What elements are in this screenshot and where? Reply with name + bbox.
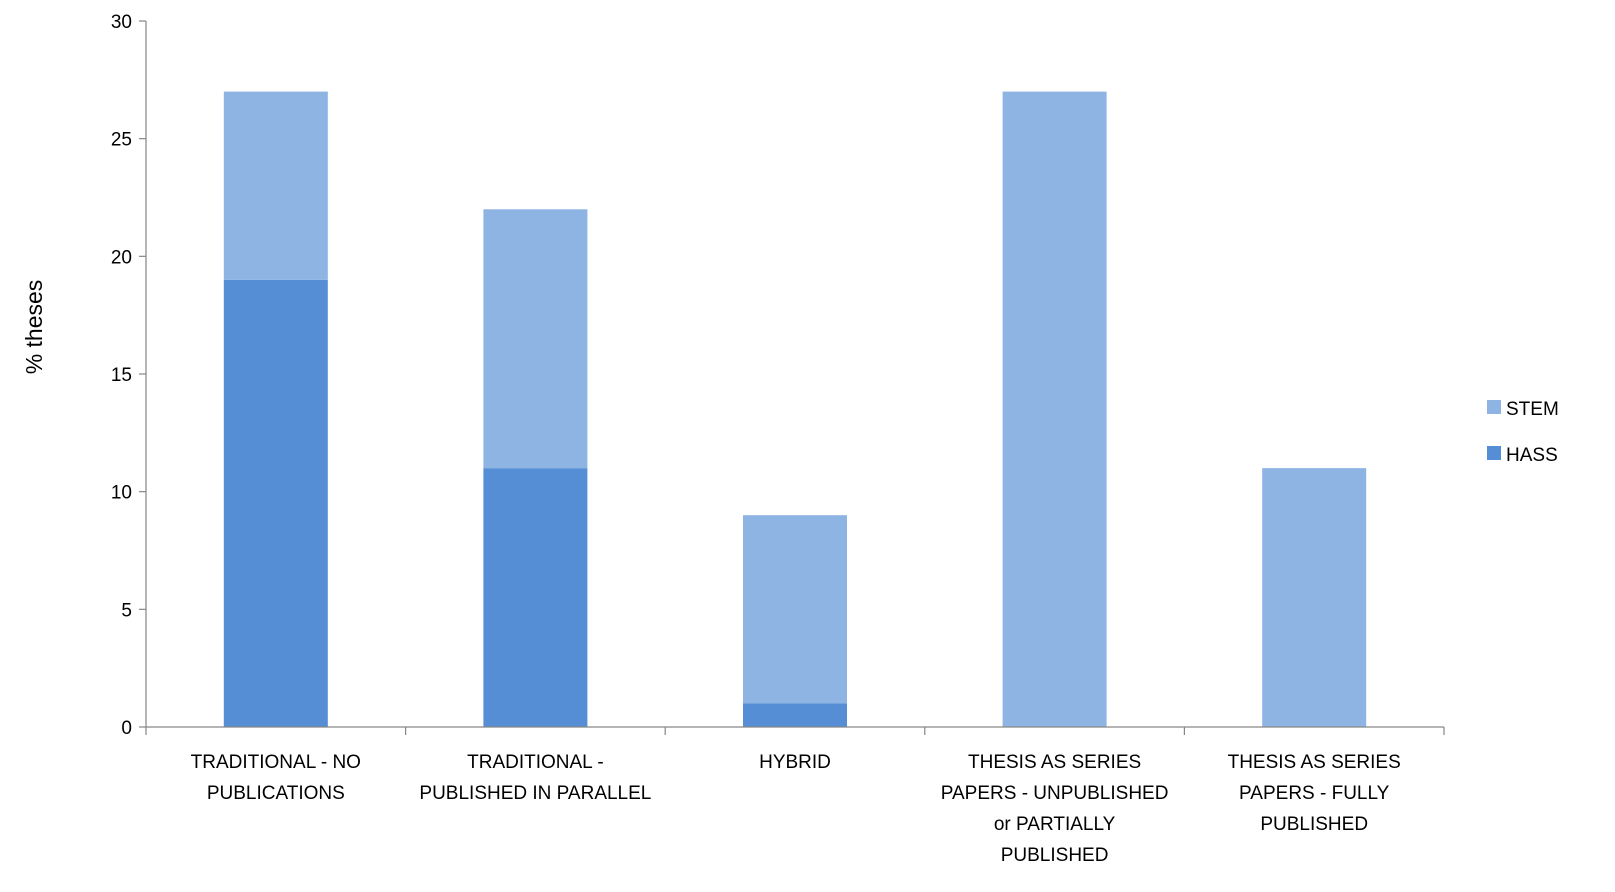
y-tick-label: 15 xyxy=(111,365,132,386)
x-category-label: THESIS AS SERIES PAPERS - UNPUBLISHED or P… xyxy=(941,752,1169,866)
x-category-label: THESIS AS SERIES PAPERS - FULLY PUBLISHED xyxy=(1228,752,1401,835)
x-category-label: TRADITIONAL - NO PUBLICATIONS xyxy=(191,752,361,804)
bar-hass xyxy=(743,703,847,727)
y-tick-label: 5 xyxy=(121,600,132,621)
bar-stem xyxy=(743,515,847,704)
legend-label-stem: STEM xyxy=(1506,399,1559,420)
bar-stem xyxy=(483,209,588,469)
x-category-label: TRADITIONAL -PUBLISHED IN PARALLEL xyxy=(419,752,651,804)
y-axis-label: % theses xyxy=(21,280,47,375)
y-tick-label: 0 xyxy=(121,718,132,739)
y-tick-label: 25 xyxy=(111,130,132,151)
legend-swatch-stem xyxy=(1487,400,1501,414)
bars xyxy=(223,91,1367,728)
bar-stem xyxy=(1262,468,1367,727)
bar-stem xyxy=(1002,91,1107,728)
legend-label-hass: HASS xyxy=(1506,445,1558,466)
x-category-label: HYBRID xyxy=(759,752,831,773)
bar-hass xyxy=(223,279,328,727)
legend-swatch-hass xyxy=(1487,446,1501,460)
bar-hass xyxy=(483,468,588,727)
bar-stem xyxy=(223,91,328,280)
y-axis-ticks: 0 5 10 15 20 25 30 xyxy=(111,12,146,739)
x-axis-labels: TRADITIONAL - NO PUBLICATIONS TRADITIONAL … xyxy=(191,752,1401,866)
y-tick-label: 10 xyxy=(111,483,132,504)
legend: STEM HASS xyxy=(1487,399,1559,466)
y-tick-label: 20 xyxy=(111,247,132,268)
y-tick-label: 30 xyxy=(111,12,132,33)
x-axis-ticks xyxy=(145,727,1445,735)
